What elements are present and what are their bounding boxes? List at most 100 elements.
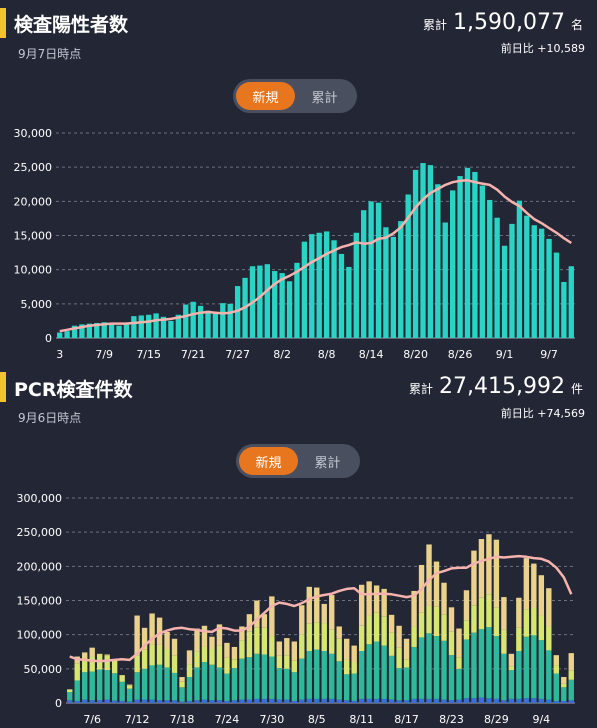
bar: [286, 281, 293, 338]
stacked-bar-segment: [284, 638, 290, 656]
stacked-bar-segment: [418, 698, 425, 703]
stacked-bar-segment: [209, 664, 215, 701]
stacked-bar-segment: [366, 581, 372, 616]
y-tick-label: 200,000: [17, 560, 63, 573]
stacked-bar-segment: [156, 644, 163, 665]
stacked-bar-segment: [329, 653, 335, 699]
stacked-bar-segment: [403, 638, 410, 660]
stacked-bar-segment: [418, 637, 425, 699]
stacked-bar-segment: [239, 626, 245, 641]
bar: [501, 245, 508, 338]
x-tick-label: 8/5: [308, 713, 326, 726]
bar: [524, 215, 530, 338]
bar: [190, 301, 196, 338]
x-tick-label: 8/20: [403, 348, 428, 361]
stacked-bar-segment: [96, 669, 103, 701]
stacked-bar-segment: [306, 698, 312, 703]
x-tick-label: 9/4: [532, 713, 550, 726]
toggle-new-button[interactable]: 新規: [239, 447, 298, 475]
stacked-bar-segment: [164, 631, 170, 650]
stacked-bar-segment: [314, 649, 320, 699]
stacked-bar-segment: [239, 658, 245, 700]
stacked-bar-segment: [396, 700, 402, 703]
bar: [568, 266, 574, 338]
y-tick-label: 100,000: [17, 629, 63, 642]
stacked-bar-segment: [119, 674, 125, 676]
stacked-bar-segment: [246, 614, 253, 632]
total-unit: 件: [570, 382, 583, 396]
bar: [509, 223, 515, 338]
y-tick-label: 0: [55, 697, 62, 710]
x-tick-label: 7/30: [259, 713, 284, 726]
stacked-bar-segment: [299, 658, 305, 700]
bar: [561, 281, 567, 338]
x-tick-label: 8/8: [318, 348, 336, 361]
stacked-bar-segment: [216, 700, 223, 703]
x-tick-label: 7/24: [215, 713, 240, 726]
stacked-bar-segment: [403, 667, 410, 701]
toggle-new-button[interactable]: 新規: [236, 82, 295, 110]
stacked-bar-segment: [141, 668, 148, 700]
stacked-bar-segment: [388, 655, 395, 700]
stacked-bar-segment: [82, 652, 88, 659]
pcr-tests-section: PCR検査件数 9月6日時点 累計 27,415,992 件 前日比 +74,5…: [0, 362, 597, 728]
stacked-bar-segment: [89, 656, 95, 672]
stacked-bar-segment: [486, 534, 492, 595]
x-tick-label: 9/7: [540, 348, 558, 361]
stacked-bar-segment: [546, 650, 552, 700]
stacked-bar-segment: [366, 698, 372, 703]
stacked-bar-segment: [448, 700, 455, 703]
stacked-bar-segment: [486, 627, 492, 699]
bar: [353, 232, 359, 338]
stacked-bar-segment: [546, 588, 552, 627]
stacked-bar-segment: [314, 698, 320, 703]
bar: [516, 200, 523, 338]
stacked-bar-segment: [493, 607, 500, 637]
stacked-bar-segment: [239, 640, 245, 659]
stacked-bar-segment: [149, 699, 155, 703]
stacked-bar-segment: [553, 655, 559, 666]
bar: [323, 231, 330, 338]
page-title: PCR検査件数: [14, 379, 133, 401]
stacked-bar-segment: [373, 641, 380, 699]
bar: [86, 323, 93, 338]
y-tick-label: 150,000: [17, 595, 63, 608]
stacked-bar-segment: [119, 681, 125, 701]
toggle-cumulative-button[interactable]: 累計: [314, 455, 341, 471]
stacked-bar-segment: [538, 575, 545, 616]
stacked-bar-segment: [321, 603, 327, 624]
stacked-bar-segment: [508, 698, 515, 703]
stacked-bar-segment: [111, 673, 118, 701]
stacked-bar-segment: [314, 622, 320, 650]
stacked-bar-segment: [156, 617, 163, 645]
stacked-bar-segment: [254, 653, 260, 699]
toggle-cumulative-button[interactable]: 累計: [311, 90, 338, 106]
stacked-bar-segment: [418, 612, 425, 638]
stacked-bar-segment: [134, 672, 140, 700]
stacked-bar-segment: [508, 666, 515, 671]
stacked-bar-segment: [531, 563, 537, 609]
stacked-bar-segment: [321, 698, 327, 703]
stacked-bar-segment: [269, 636, 275, 657]
stacked-bar-segment: [216, 624, 223, 646]
x-tick-label: 8/26: [448, 348, 473, 361]
x-tick-label: 7/12: [125, 713, 150, 726]
bar: [553, 252, 560, 338]
bar: [279, 273, 285, 338]
stacked-bar-segment: [201, 699, 208, 703]
stacked-bar-segment: [553, 700, 559, 703]
bar: [57, 332, 63, 338]
stacked-bar-segment: [306, 623, 312, 652]
stacked-bar-segment: [164, 700, 170, 703]
bar: [487, 199, 493, 338]
stacked-bar-segment: [381, 645, 387, 699]
bar: [472, 171, 478, 338]
bar: [420, 163, 426, 338]
stacked-bar-segment: [201, 646, 208, 662]
stacked-bar-segment: [291, 672, 297, 701]
stacked-bar-segment: [171, 655, 178, 673]
stacked-bar-segment: [179, 687, 185, 702]
stacked-bar-segment: [493, 636, 500, 699]
pcr-tests-chart: 0 50,000 100,000 150,000 200,000 250,000 300,0…: [17, 492, 575, 726]
bar: [212, 312, 219, 338]
